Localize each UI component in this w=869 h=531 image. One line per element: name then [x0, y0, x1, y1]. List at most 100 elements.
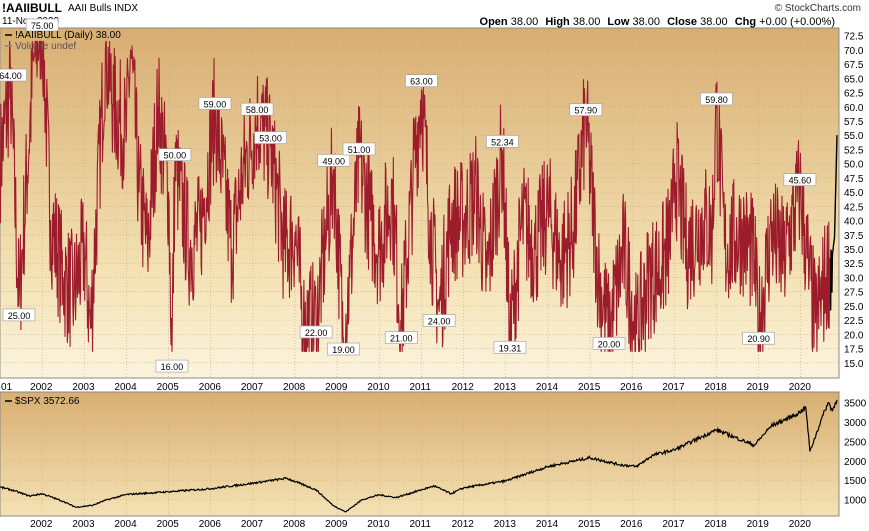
- annotation-box: [569, 103, 603, 117]
- top-y-tick-label: 40.0: [844, 217, 864, 228]
- spx-series: [0, 399, 838, 513]
- annotation: 16.00: [155, 359, 189, 373]
- bottom-y-tick-label: 3500: [844, 399, 867, 410]
- top-x-tick-label: 2009: [325, 382, 348, 393]
- bottom-x-tick-label: 2007: [241, 519, 264, 530]
- annotation: 20.90: [742, 331, 775, 345]
- top-x-tick-label: 2018: [704, 382, 727, 393]
- spx-line: [0, 399, 838, 513]
- top-legend-label: !AAIIBULL (Daily) 38.00: [15, 30, 121, 41]
- top-y-tick-label: 22.5: [844, 316, 864, 327]
- bottom-y-tick-label: 2000: [844, 457, 867, 468]
- annotation: 75.00: [25, 18, 59, 32]
- annotation-label: 63.00: [410, 77, 433, 87]
- top-x-tick-label: 2017: [662, 382, 685, 393]
- bottom-x-tick-label: 2006: [199, 519, 222, 530]
- annotation: 52.34: [486, 135, 519, 148]
- annotation-label: 64.00: [0, 71, 22, 81]
- top-y-tick-label: 20.0: [844, 330, 864, 341]
- top-x-tick-label: 2014: [536, 382, 559, 393]
- annotation-label: 21.00: [390, 334, 413, 344]
- top-y-tick-label: 55.0: [844, 131, 864, 142]
- bottom-x-tick-label: 2018: [704, 519, 727, 530]
- annotation: 59.00: [198, 97, 232, 110]
- top-y-tick-label: 50.0: [844, 160, 864, 171]
- bottom-x-tick-label: 2009: [325, 519, 348, 530]
- bottom-x-tick-label: 2014: [536, 519, 559, 530]
- top-y-tick-label: 47.5: [844, 174, 864, 185]
- annotation-label: 20.00: [598, 339, 621, 349]
- bottom-x-tick-label: 2017: [662, 519, 685, 530]
- top-x-tick-label: 2005: [157, 382, 180, 393]
- top-x-tick-label: 2019: [747, 382, 770, 393]
- annotation: 45.60: [783, 173, 817, 187]
- annotation-box: [592, 337, 626, 350]
- bottom-x-tick-label: 2012: [452, 519, 475, 530]
- top-x-tick-label: 2006: [199, 382, 222, 393]
- top-y-tick-label: 32.5: [844, 259, 864, 270]
- top-y-tick-label: 27.5: [844, 288, 864, 299]
- aaii-bull-series: [0, 40, 838, 352]
- annotation-label: 22.00: [305, 328, 328, 338]
- top-y-tick-label: 57.5: [844, 117, 864, 128]
- annotation: 63.00: [405, 74, 438, 88]
- annotation-box: [240, 102, 274, 116]
- annotation: 51.00: [342, 142, 376, 156]
- top-x-tick-label: 2011: [409, 382, 431, 393]
- annotation-label: 75.00: [31, 21, 54, 31]
- symbol-description: AAII Bulls INDX: [68, 3, 139, 14]
- low-value: 38.00: [632, 16, 661, 28]
- bottom-x-tick-label: 2004: [114, 519, 137, 530]
- annotation-box: [405, 74, 438, 88]
- annotation-box: [493, 340, 527, 354]
- bottom-y-tick-label: 1000: [844, 496, 867, 507]
- bottom-y-tick-label: 3000: [844, 418, 867, 429]
- aaii-bull-line-latest: [829, 135, 838, 311]
- bottom-y-tick-label: 1500: [844, 476, 867, 487]
- volume-note: Volume undef: [15, 41, 76, 52]
- open-value: 38.00: [510, 16, 539, 28]
- annotation-box: [254, 131, 287, 144]
- top-x-tick-label: 2010: [367, 382, 390, 393]
- chg-label: Chg: [734, 16, 757, 28]
- annotation-label: 24.00: [428, 317, 451, 327]
- bottom-x-tick-label: 2020: [789, 519, 812, 530]
- top-x-tick-label: 2002: [30, 382, 53, 393]
- top-y-tick-label: 62.5: [844, 89, 864, 100]
- bottom-legend-label: $SPX 3572.66: [15, 396, 80, 407]
- bottom-y-tick-label: 2500: [844, 437, 867, 448]
- annotation-box: [742, 331, 775, 345]
- top-legend: !AAIIBULL (Daily) 38.00 Volume undef: [5, 30, 121, 52]
- stockcharts-watermark: © StockCharts.com: [774, 3, 861, 14]
- bottom-x-tick-label: 2019: [747, 519, 770, 530]
- bottom-x-tick-label: 2013: [494, 519, 517, 530]
- annotation-box: [783, 173, 817, 187]
- bottom-x-tick-label: 2015: [578, 519, 601, 530]
- high-label: High: [545, 16, 570, 28]
- annotation-box: [299, 325, 333, 339]
- annotation-box: [700, 92, 733, 106]
- top-x-tick-label: 01: [1, 382, 13, 393]
- annotation-box: [384, 331, 418, 344]
- bottom-panel-background: [0, 391, 840, 517]
- chg-value: +0.00 (+0.00%): [759, 16, 835, 28]
- top-x-tick-label: 2013: [494, 382, 517, 393]
- annotation-box: [486, 135, 519, 148]
- top-y-tick-label: 52.5: [844, 145, 864, 156]
- annotation-box: [317, 154, 351, 167]
- annotation-box: [25, 18, 59, 32]
- annotation: 19.31: [493, 340, 527, 354]
- top-y-tick-label: 37.5: [844, 231, 864, 242]
- annotation-label: 16.00: [161, 362, 184, 372]
- annotation-box: [0, 68, 27, 82]
- top-x-tick-label: 2008: [283, 382, 306, 393]
- annotation: 49.00: [317, 154, 351, 167]
- annotation: 21.00: [384, 331, 418, 344]
- bottom-legend: $SPX 3572.66: [5, 396, 80, 407]
- close-value: 38.00: [700, 16, 728, 28]
- annotation-label: 19.00: [332, 345, 355, 355]
- top-x-tick-label: 2003: [72, 382, 95, 393]
- top-y-tick-label: 17.5: [844, 345, 864, 356]
